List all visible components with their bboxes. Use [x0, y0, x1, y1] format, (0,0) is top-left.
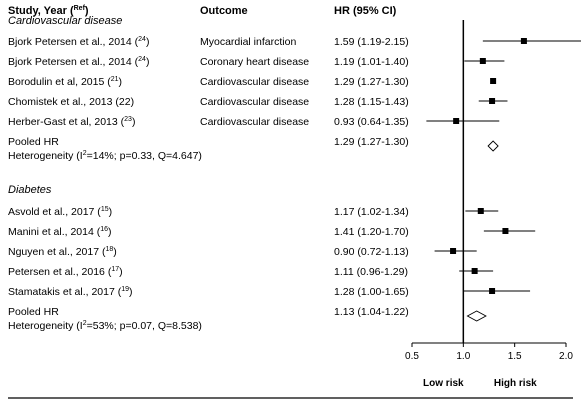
- hr-point-marker: [479, 58, 486, 64]
- plot-area: 0.5 1.0 1.5 2.0 Low risk High risk: [405, 20, 581, 389]
- x-tick-label: 0.5: [405, 351, 419, 362]
- study-hr: 1.59 (1.19-2.15): [334, 36, 409, 48]
- study-name: Borodulin et al, 2015 (21): [8, 76, 122, 88]
- hr-point-marker: [477, 208, 484, 214]
- pooled-diamond: [466, 310, 487, 322]
- pooled-label: Pooled HR: [8, 136, 59, 148]
- study-name: Bjork Petersen et al., 2014 (24): [8, 36, 149, 48]
- study-hr: 1.11 (0.96-1.29): [334, 266, 408, 278]
- hr-point-marker: [489, 98, 496, 104]
- x-tick-label: 1.0: [456, 351, 470, 362]
- study-name: Herber-Gast et al, 2013 (23): [8, 116, 135, 128]
- study-name: Nguyen et al., 2017 (18): [8, 246, 117, 258]
- hr-point-marker: [453, 118, 460, 124]
- study-name: Manini et al., 2014 (16): [8, 226, 112, 238]
- study-outcome: Cardiovascular disease: [200, 116, 309, 128]
- outcome-column-header: Outcome: [200, 5, 248, 17]
- study-name: Chomistek et al., 2013 (22): [8, 96, 134, 108]
- low-risk-label: Low risk: [423, 378, 464, 389]
- heterogeneity-stats: Heterogeneity (I2=53%; p=0.07, Q=8.538): [8, 320, 202, 332]
- pooled-hr: 1.29 (1.27-1.30): [334, 136, 409, 148]
- study-column-header: Study, Year (Ref): [8, 5, 89, 17]
- study-hr: 1.28 (1.00-1.65): [334, 286, 409, 298]
- study-name: Bjork Petersen et al., 2014 (24): [8, 56, 149, 68]
- study-hr: 1.29 (1.27-1.30): [334, 76, 409, 88]
- x-tick-label: 1.5: [508, 351, 522, 362]
- section-title: Diabetes: [8, 184, 52, 196]
- study-name: Stamatakis et al., 2017 (19): [8, 286, 133, 298]
- hr-column-header: HR (95% CI): [334, 5, 397, 17]
- hr-point-marker: [489, 288, 496, 294]
- x-tick-label: 2.0: [559, 351, 573, 362]
- study-hr: 0.93 (0.64-1.35): [334, 116, 409, 128]
- pooled-label: Pooled HR: [8, 306, 59, 318]
- table-header: Study, Year (Ref) Outcome HR (95% CI): [8, 5, 397, 17]
- high-risk-label: High risk: [494, 378, 537, 389]
- study-outcome: Cardiovascular disease: [200, 96, 309, 108]
- study-outcome: Coronary heart disease: [200, 56, 309, 68]
- pooled-diamond: [487, 140, 499, 152]
- hr-point-marker: [490, 78, 497, 84]
- study-outcome: Cardiovascular disease: [200, 76, 309, 88]
- hr-point-marker: [471, 268, 478, 274]
- section-title: Cardiovascular disease: [8, 15, 122, 27]
- study-outcome: Myocardial infarction: [200, 36, 296, 48]
- heterogeneity-stats: Heterogeneity (I2=14%; p=0.33, Q=4.647): [8, 150, 202, 162]
- study-name: Petersen et al., 2016 (17): [8, 266, 123, 278]
- study-hr: 1.19 (1.01-1.40): [334, 56, 409, 68]
- study-rows: Cardiovascular disease Bjork Petersen et …: [8, 15, 409, 332]
- study-hr: 0.90 (0.72-1.13): [334, 246, 409, 258]
- hr-point-marker: [450, 248, 457, 254]
- study-hr: 1.17 (1.02-1.34): [334, 206, 409, 218]
- study-name: Asvold et al., 2017 (15): [8, 206, 112, 218]
- pooled-hr: 1.13 (1.04-1.22): [334, 306, 409, 318]
- hr-point-marker: [502, 228, 509, 234]
- study-hr: 1.41 (1.20-1.70): [334, 226, 409, 238]
- hr-point-marker: [520, 38, 527, 44]
- study-hr: 1.28 (1.15-1.43): [334, 96, 409, 108]
